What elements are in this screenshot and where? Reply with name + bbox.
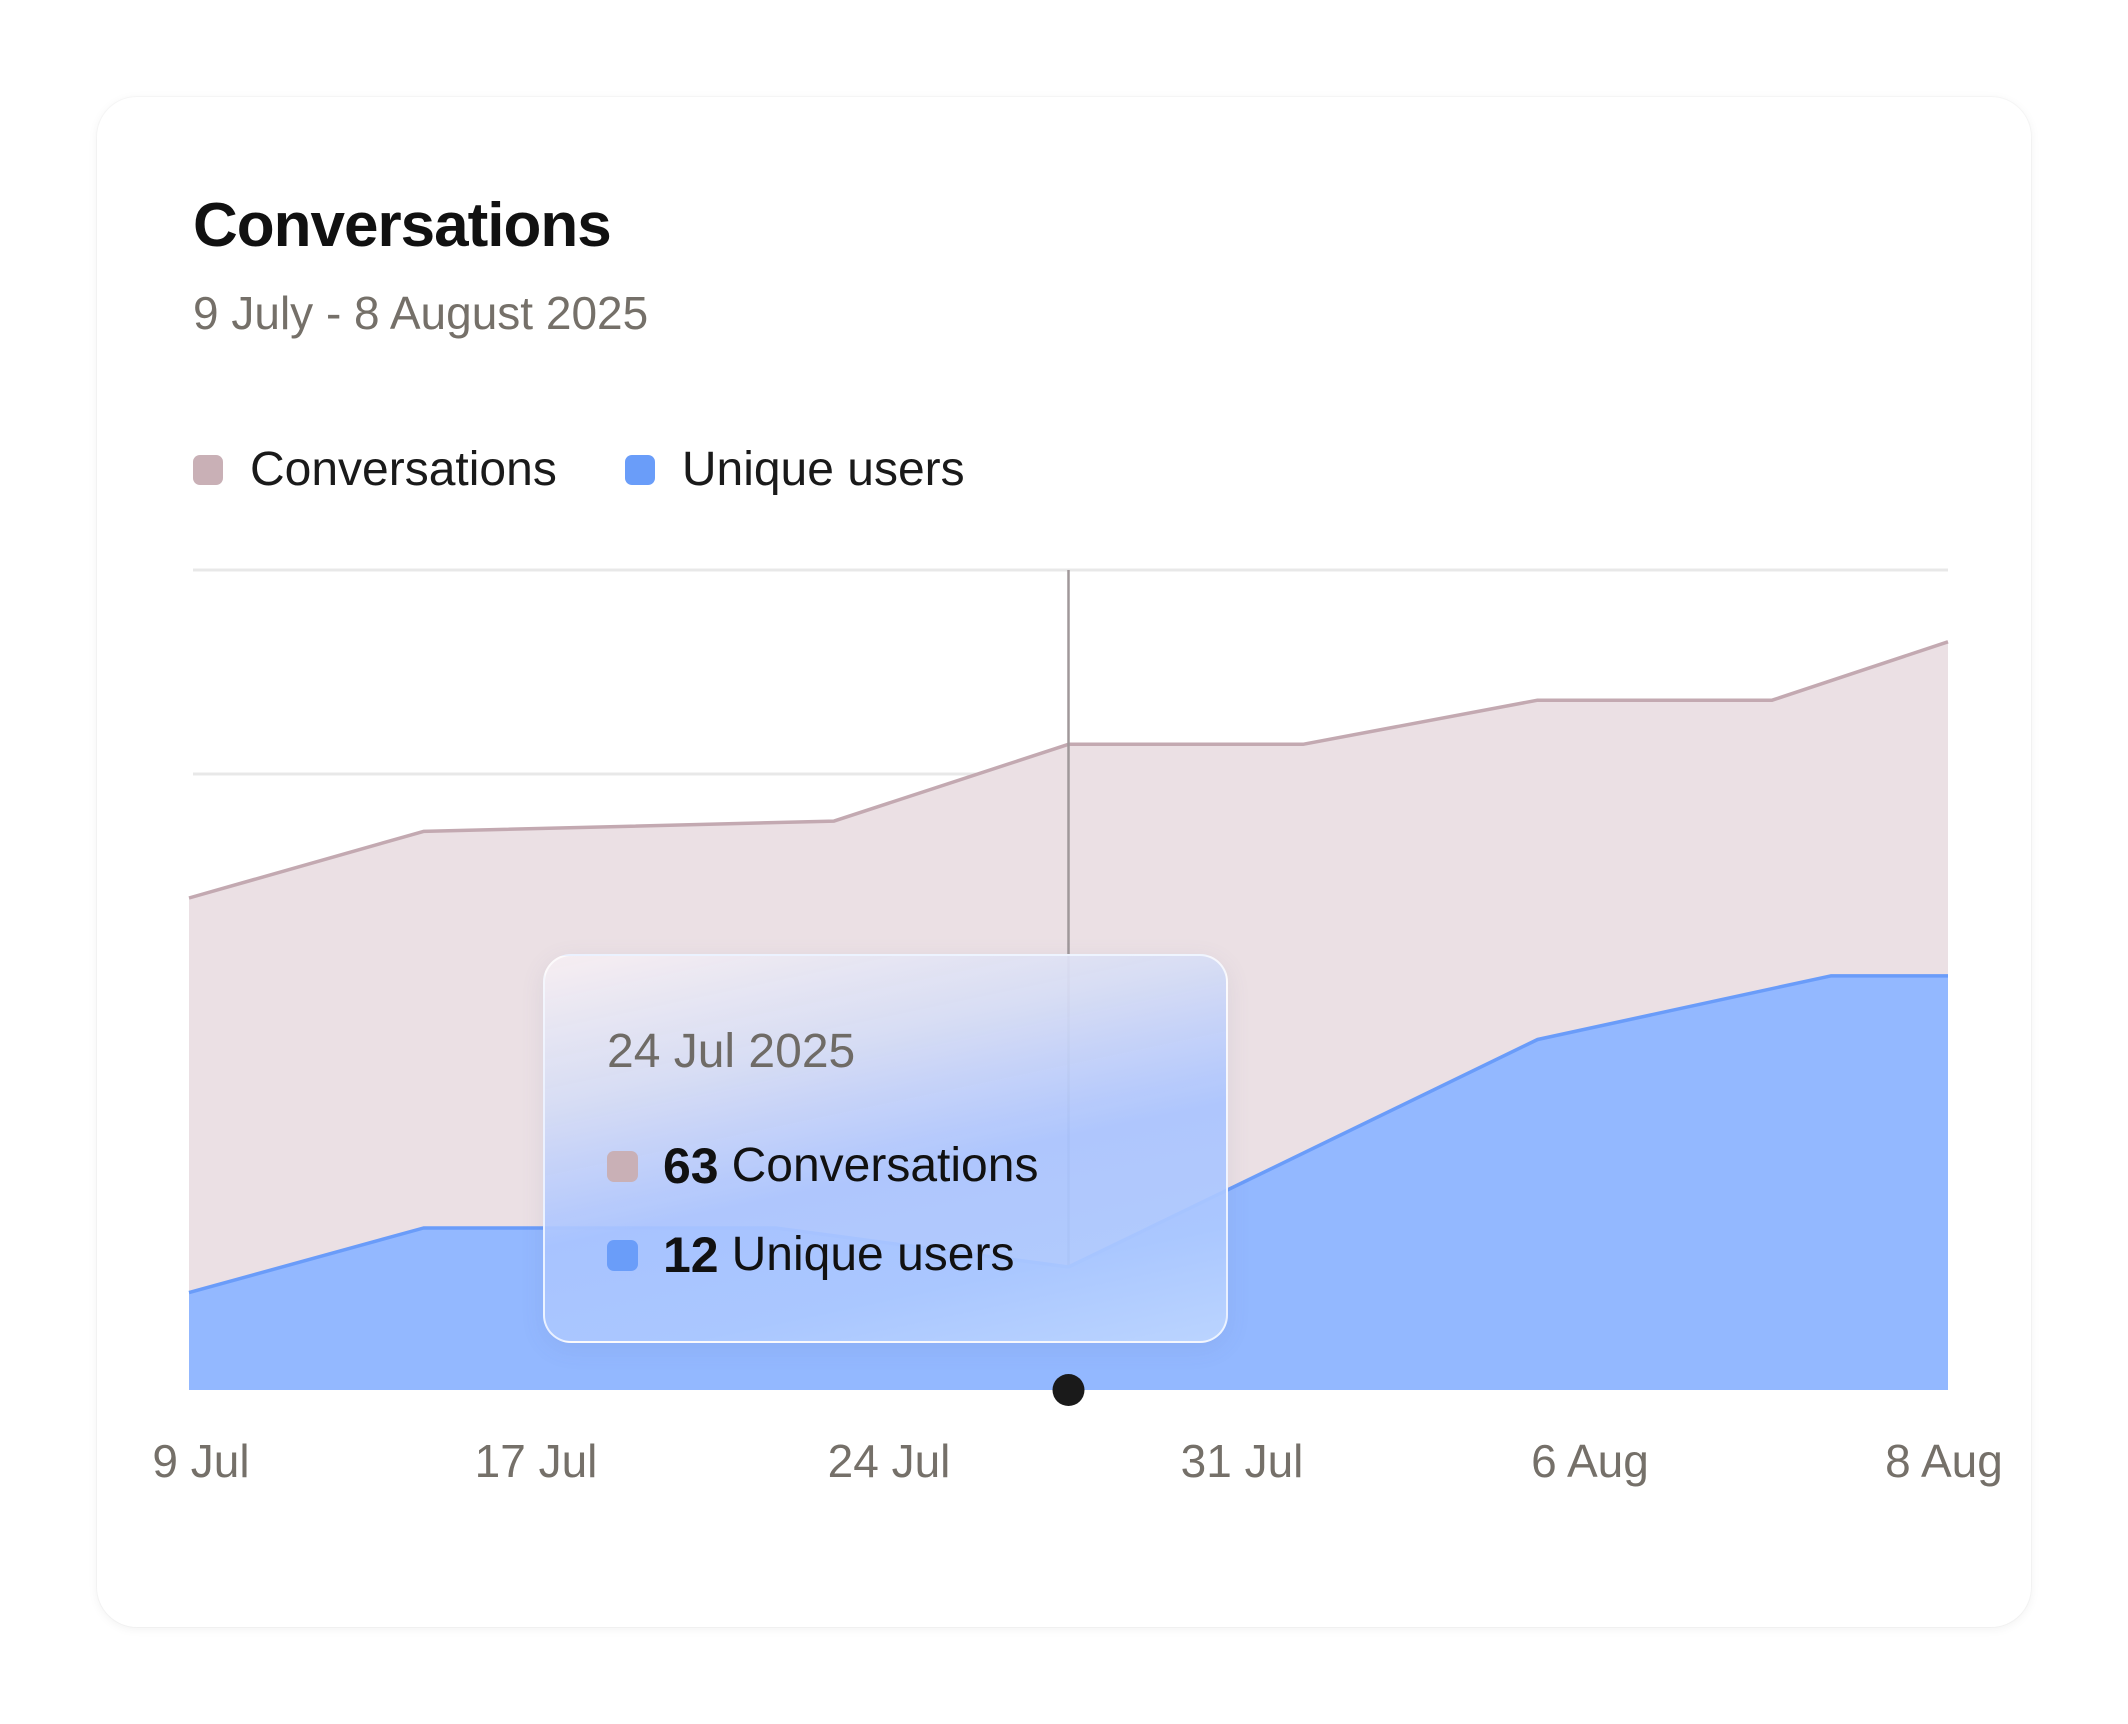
tooltip-row-conversations: 63 Conversations: [607, 1137, 1038, 1195]
legend-swatch-conversations: [193, 455, 223, 485]
x-tick-label: 8 Aug: [1885, 1435, 2003, 1487]
x-tick-label: 6 Aug: [1531, 1435, 1649, 1487]
tooltip-swatch-unique-users: [607, 1239, 638, 1271]
x-tick-label: 31 Jul: [1181, 1435, 1304, 1487]
tooltip-date: 24 Jul 2025: [607, 1025, 856, 1078]
tooltip-label-unique-users: Unique users: [731, 1228, 1015, 1281]
tooltip-swatch-conversations: [607, 1150, 638, 1182]
legend-label-conversations: Conversations: [250, 443, 557, 496]
tooltip-row-unique-users: 12 Unique users: [607, 1226, 1014, 1284]
chart-tooltip: 24 Jul 2025 63 Conversations 12 Unique u…: [543, 954, 1228, 1343]
legend-item-unique-users[interactable]: Unique users: [624, 442, 965, 498]
legend-swatch-unique-users: [624, 455, 655, 485]
x-tick-label: 9 Jul: [152, 1435, 249, 1487]
legend-label-unique-users: Unique users: [681, 443, 965, 496]
x-tick-label: 24 Jul: [828, 1435, 951, 1487]
date-range: 9 July - 8 August 2025: [193, 287, 649, 339]
crosshair-marker: [1052, 1374, 1085, 1406]
card-title: Conversations: [193, 191, 612, 260]
tooltip-value-unique-users: 12: [663, 1227, 719, 1283]
x-tick-label: 17 Jul: [475, 1435, 598, 1487]
tooltip-label-conversations: Conversations: [731, 1139, 1039, 1192]
series-line-conversations: [188, 640, 1949, 900]
legend: Conversations Unique users: [193, 442, 1033, 498]
legend-item-conversations[interactable]: Conversations: [193, 442, 557, 498]
tooltip-value-conversations: 63: [663, 1138, 719, 1194]
